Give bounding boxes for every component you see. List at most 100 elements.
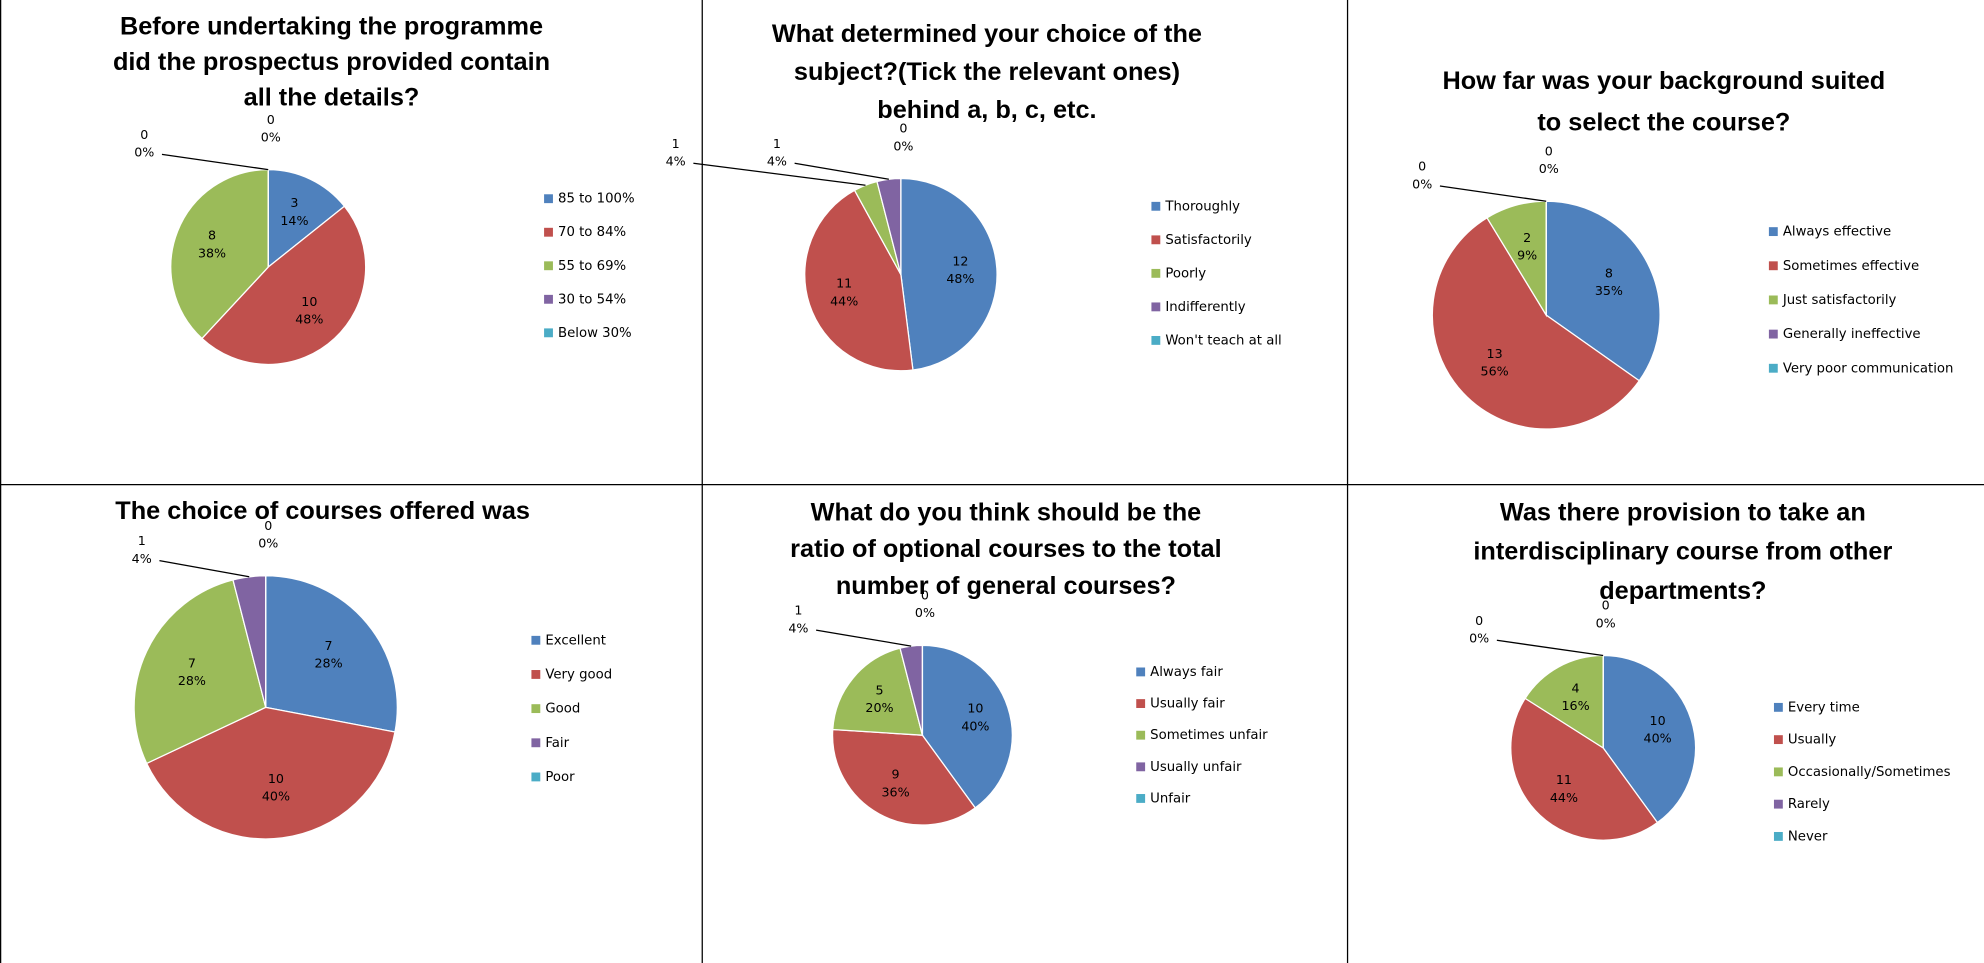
pie-slice bbox=[1431, 216, 1641, 430]
chart-title: What do you think should be the bbox=[811, 498, 1202, 526]
data-label: 0 bbox=[1418, 159, 1426, 174]
leader-line bbox=[816, 629, 912, 647]
chart-title: interdisciplinary course from other bbox=[1473, 538, 1892, 566]
pie-slice bbox=[145, 706, 396, 840]
legend-swatch bbox=[1151, 302, 1161, 312]
legend-swatch bbox=[1136, 730, 1146, 740]
legend-label: Occasionally/Sometimes bbox=[1788, 765, 1951, 780]
chart-title: number of general courses? bbox=[836, 572, 1176, 600]
legend-label: Very poor communication bbox=[1783, 361, 1954, 376]
legend-label: Rarely bbox=[1788, 797, 1830, 812]
legend-label: 70 to 84% bbox=[558, 225, 626, 240]
percent-label: 40% bbox=[262, 789, 290, 804]
percent-label: 35% bbox=[1595, 283, 1623, 298]
legend-label: Usually fair bbox=[1150, 697, 1225, 712]
data-label: 1 bbox=[672, 136, 680, 151]
percent-label: 0% bbox=[1596, 615, 1616, 630]
chart-title: to select the course? bbox=[1537, 109, 1790, 137]
legend-swatch bbox=[1773, 735, 1783, 745]
leader-line bbox=[693, 162, 866, 186]
legend-swatch bbox=[1151, 201, 1161, 211]
data-label: 10 bbox=[1650, 713, 1666, 728]
leader-line bbox=[1496, 639, 1604, 657]
percent-label: 0% bbox=[134, 145, 154, 160]
data-label: 1 bbox=[138, 533, 146, 548]
legend-swatch bbox=[531, 772, 541, 782]
legend-swatch bbox=[1151, 235, 1161, 245]
legend-label: Usually unfair bbox=[1150, 760, 1242, 775]
data-label: 0 bbox=[264, 518, 272, 533]
data-label: 11 bbox=[836, 276, 852, 291]
percent-label: 56% bbox=[1481, 364, 1509, 379]
percent-label: 0% bbox=[261, 129, 281, 144]
data-label: 3 bbox=[290, 195, 298, 210]
legend-swatch bbox=[531, 635, 541, 645]
legend-label: Indifferently bbox=[1165, 300, 1245, 315]
data-label: 1 bbox=[773, 136, 781, 151]
chart-title: all the details? bbox=[244, 83, 420, 111]
pie-slice bbox=[1545, 200, 1661, 382]
data-label: 10 bbox=[967, 701, 983, 716]
percent-label: 20% bbox=[865, 700, 893, 715]
percent-label: 0% bbox=[258, 536, 278, 551]
percent-label: 4% bbox=[788, 620, 808, 635]
legend-swatch bbox=[544, 194, 553, 204]
legend-label: Generally ineffective bbox=[1783, 327, 1921, 342]
percent-label: 40% bbox=[1644, 731, 1672, 746]
pie-slice bbox=[921, 644, 1013, 809]
percent-label: 4% bbox=[767, 154, 787, 169]
legend-swatch bbox=[544, 227, 553, 237]
percent-label: 4% bbox=[666, 154, 686, 169]
data-label: 0 bbox=[1545, 143, 1553, 158]
data-label: 1 bbox=[794, 603, 802, 618]
data-label: 9 bbox=[892, 767, 900, 782]
legend-label: Excellent bbox=[545, 633, 606, 648]
pie-slice bbox=[804, 189, 914, 372]
legend-swatch bbox=[531, 738, 541, 748]
legend-swatch bbox=[531, 704, 541, 714]
legend-label: Satisfactorily bbox=[1165, 233, 1252, 248]
chart-title: The choice of courses offered was bbox=[115, 497, 530, 525]
legend-label: 30 to 54% bbox=[558, 292, 626, 307]
legend-swatch bbox=[1136, 794, 1146, 803]
data-label: 8 bbox=[208, 228, 216, 243]
pie-slice bbox=[1510, 697, 1659, 841]
data-label: 11 bbox=[1556, 772, 1572, 787]
legend-swatch bbox=[1151, 268, 1161, 278]
legend-swatch bbox=[1768, 261, 1778, 271]
legend-swatch bbox=[1768, 227, 1778, 237]
percent-label: 9% bbox=[1517, 247, 1537, 262]
legend-swatch bbox=[1768, 295, 1778, 305]
legend-label: Usually bbox=[1788, 733, 1837, 748]
leader-line bbox=[161, 153, 269, 171]
data-label: 13 bbox=[1487, 346, 1503, 361]
chart-title: Was there provision to take an bbox=[1500, 498, 1866, 526]
pie-slice bbox=[201, 205, 367, 366]
data-label: 7 bbox=[325, 638, 333, 653]
legend-label: 55 to 69% bbox=[558, 259, 626, 274]
data-label: 0 bbox=[921, 588, 929, 603]
percent-label: 0% bbox=[1539, 161, 1559, 176]
percent-label: 14% bbox=[280, 213, 308, 228]
pie-slice bbox=[170, 168, 269, 340]
percent-label: 40% bbox=[961, 718, 989, 733]
legend-label: Below 30% bbox=[558, 326, 632, 341]
pie-slice bbox=[133, 579, 267, 765]
pie-slice bbox=[900, 177, 998, 371]
percent-label: 28% bbox=[178, 673, 206, 688]
legend-label: Never bbox=[1788, 829, 1828, 844]
legend-label: Very good bbox=[545, 667, 612, 682]
legend-label: Every time bbox=[1788, 700, 1860, 715]
leader-line bbox=[159, 559, 250, 578]
pie-slice bbox=[267, 168, 346, 269]
legend-swatch bbox=[1773, 702, 1783, 712]
data-label: 0 bbox=[140, 127, 148, 142]
pie-slice bbox=[265, 575, 398, 733]
percent-label: 44% bbox=[830, 293, 858, 308]
pie-slice bbox=[832, 647, 924, 736]
legend-label: Unfair bbox=[1150, 791, 1191, 806]
legend-swatch bbox=[1136, 762, 1146, 772]
percent-label: 0% bbox=[893, 138, 913, 153]
chart-title: departments? bbox=[1599, 577, 1766, 605]
data-label: 12 bbox=[952, 254, 968, 269]
